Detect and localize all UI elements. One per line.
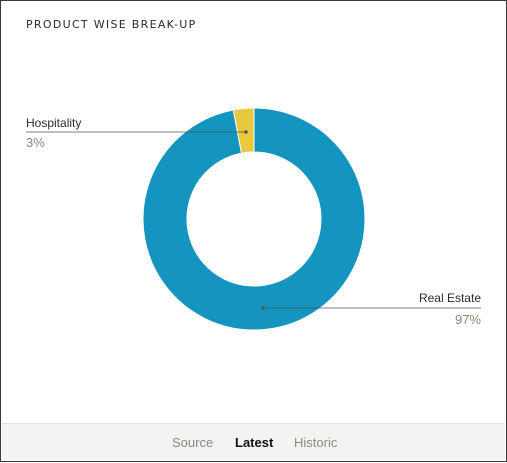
leader-dot-real-estate	[261, 306, 265, 310]
label-real-estate: Real Estate	[419, 291, 481, 305]
tab-latest[interactable]: Latest	[235, 435, 274, 450]
value-real-estate: 97%	[455, 312, 481, 327]
leader-dot-hospitality	[244, 130, 248, 134]
slice-real-estate[interactable]	[142, 107, 366, 331]
value-hospitality: 3%	[26, 135, 45, 150]
leader-lines-group	[26, 130, 481, 310]
labels-group: Hospitality 3% Real Estate 97%	[26, 116, 481, 327]
tab-historic[interactable]: Historic	[294, 435, 338, 450]
footer-tabs: Source Latest Historic	[2, 423, 505, 460]
slices-group	[142, 107, 366, 331]
label-hospitality: Hospitality	[26, 116, 81, 130]
tab-source[interactable]: Source	[172, 435, 214, 450]
chart-title: PRODUCT WISE BREAK-UP	[26, 18, 197, 31]
